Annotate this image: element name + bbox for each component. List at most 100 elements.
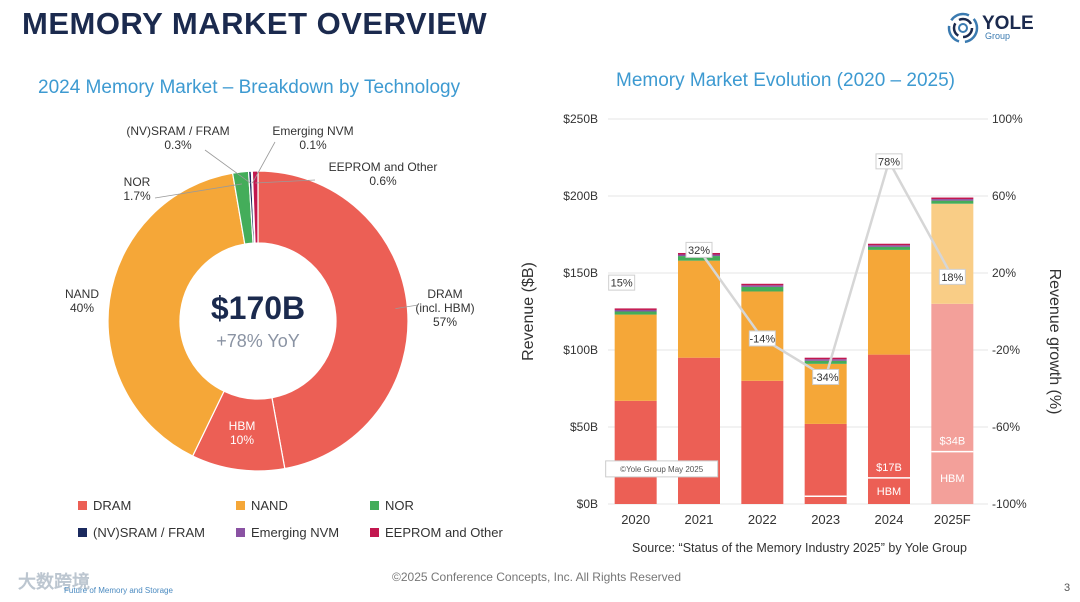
logo-name: YOLE [982, 13, 1034, 34]
y-tick-label: $150B [563, 266, 598, 280]
growth-label-box-2023 [812, 368, 840, 385]
bar-eeprom-2024 [868, 243, 910, 246]
y2-axis-title: Revenue growth (%) [1046, 269, 1063, 415]
growth-label-2024: 78% [878, 156, 900, 168]
bar-nand-2020 [614, 314, 657, 401]
pie-label-nor: NOR 1.7% [123, 175, 151, 203]
bar-dram-2020 [614, 400, 657, 504]
growth-line [697, 158, 954, 379]
growth-label-2020: 15% [611, 278, 633, 290]
pie-leader-nor [154, 183, 243, 199]
legend-swatch-nor [370, 501, 379, 511]
page-number: 3 [1064, 582, 1071, 594]
legend-label-nor: NOR [385, 498, 414, 513]
growth-label-box-2024 [875, 153, 903, 170]
logo-sub: Group [985, 31, 1011, 41]
growth-label-2022: -14% [749, 333, 775, 345]
legend-item-sram: (NV)SRAM / FRAM [78, 525, 205, 540]
growth-label-box-2021 [685, 241, 713, 258]
x-tick-label: 2025F [934, 512, 971, 527]
bar-emerging-2020 [614, 309, 657, 312]
watermark: 大数跨境 [18, 572, 90, 592]
bar-nand-2024 [868, 249, 910, 355]
pie-leader-eeprom [255, 179, 316, 184]
growth-label-box-2022 [748, 330, 776, 347]
y-tick-label: $50B [570, 420, 598, 434]
legend-swatch-sram [78, 528, 87, 538]
bar-eeprom-2023 [804, 357, 847, 360]
page-title: MEMORY MARKET OVERVIEW [22, 6, 488, 41]
growth-label-box-2020 [608, 274, 636, 291]
growth-label-2021: 32% [688, 245, 710, 257]
legend-item-emerging: Emerging NVM [236, 525, 339, 540]
bar-emerging-2024 [868, 245, 910, 247]
legend-item-eeprom: EEPROM and Other [370, 525, 503, 540]
legend-label-sram: (NV)SRAM / FRAM [93, 525, 205, 540]
yole-logo-icon [947, 12, 979, 44]
bar-eeprom-2025F [931, 197, 974, 200]
x-tick-label: 2023 [811, 512, 840, 527]
y2-tick-label: -100% [992, 497, 1027, 511]
y2-tick-label: -60% [992, 420, 1020, 434]
hbm-value-2024: $17B [876, 462, 902, 474]
donut-chart: $170B +78% YoY DRAM (incl. HBM) 57% HBM 10% NAN… [65, 124, 475, 472]
y-tick-label: $200B [563, 189, 598, 203]
event-tag: Future of Memory and Storage [64, 586, 173, 595]
pie-label-sram: (NV)SRAM / FRAM 0.3% [126, 124, 229, 152]
donut-chart-title: 2024 Memory Market – Breakdown by Techno… [38, 77, 461, 98]
bar-eeprom-2022 [741, 283, 784, 286]
bar-nor-2023 [804, 360, 847, 364]
legend-item-nand: NAND [236, 498, 288, 513]
pie-leader-sram [204, 149, 251, 184]
legend-swatch-emerging [236, 528, 245, 538]
bar-emerging-2023 [804, 359, 847, 361]
pie-leader-emerging [251, 141, 276, 184]
pie-label-nand: NAND 40% [65, 287, 99, 315]
growth-label-2023: -34% [813, 372, 839, 384]
bar-nand-2021 [678, 260, 720, 358]
bar-nor-2020 [614, 311, 657, 315]
y-tick-label: $250B [563, 112, 598, 126]
y-tick-label: $0B [577, 497, 598, 511]
y2-tick-label: 20% [992, 266, 1016, 280]
x-tick-label: 2021 [685, 512, 714, 527]
legend-label-emerging: Emerging NVM [251, 525, 340, 540]
legend-swatch-eeprom [370, 528, 379, 538]
y-axis-title: Revenue ($B) [520, 262, 537, 361]
hbm-value-2025F: $34B [939, 436, 965, 448]
bar-emerging-2022 [741, 285, 784, 287]
legend-label-dram: DRAM [93, 498, 132, 513]
bar-chart: $0B $50B $100B $150B $200B $250B -100% -60% -20%… [520, 112, 1063, 527]
legend-item-nor: NOR [370, 498, 414, 513]
legend-swatch-dram [78, 501, 87, 511]
pie-label-emerging: Emerging NVM 0.1% [272, 124, 353, 152]
donut-legend: DRAM NAND NOR (NV)SRAM / FRAM Emerging NVM EE… [78, 498, 558, 548]
legend-label-eeprom: EEPROM and Other [385, 525, 503, 540]
growth-label-box-2025F [938, 268, 966, 285]
pie-slice-nand [107, 172, 246, 457]
bar-dram-2023 [804, 423, 847, 504]
bar-dram-2021 [678, 357, 720, 504]
bar-emerging-2025F [931, 199, 974, 201]
bar-nor-2021 [678, 256, 720, 261]
x-tick-label: 2020 [621, 512, 650, 527]
bar-chart-title: Memory Market Evolution (2020 – 2025) [616, 70, 955, 91]
donut-center-value: $170B [211, 290, 305, 326]
bar-eeprom-2020 [614, 308, 657, 310]
pie-leader-dram [395, 304, 419, 310]
hbm-label-2025F: HBM [940, 473, 964, 485]
y-tick-label: $100B [563, 343, 598, 357]
pie-label-dram: DRAM (incl. HBM) 57% [415, 287, 474, 329]
bar-nor-2025F [931, 200, 974, 204]
pie-label-hbm: HBM 10% [229, 419, 256, 447]
legend-label-nand: NAND [251, 498, 288, 513]
hbm-label-2024: HBM [877, 486, 901, 498]
pie-slice-dram [257, 170, 409, 470]
bar-nor-2022 [741, 286, 784, 292]
bar-nand-2025F [931, 203, 974, 304]
bar-nor-2024 [868, 246, 910, 250]
y2-tick-label: -20% [992, 343, 1020, 357]
legend-item-dram: DRAM [78, 498, 131, 513]
x-tick-label: 2024 [875, 512, 904, 527]
donut-hole [181, 244, 335, 398]
